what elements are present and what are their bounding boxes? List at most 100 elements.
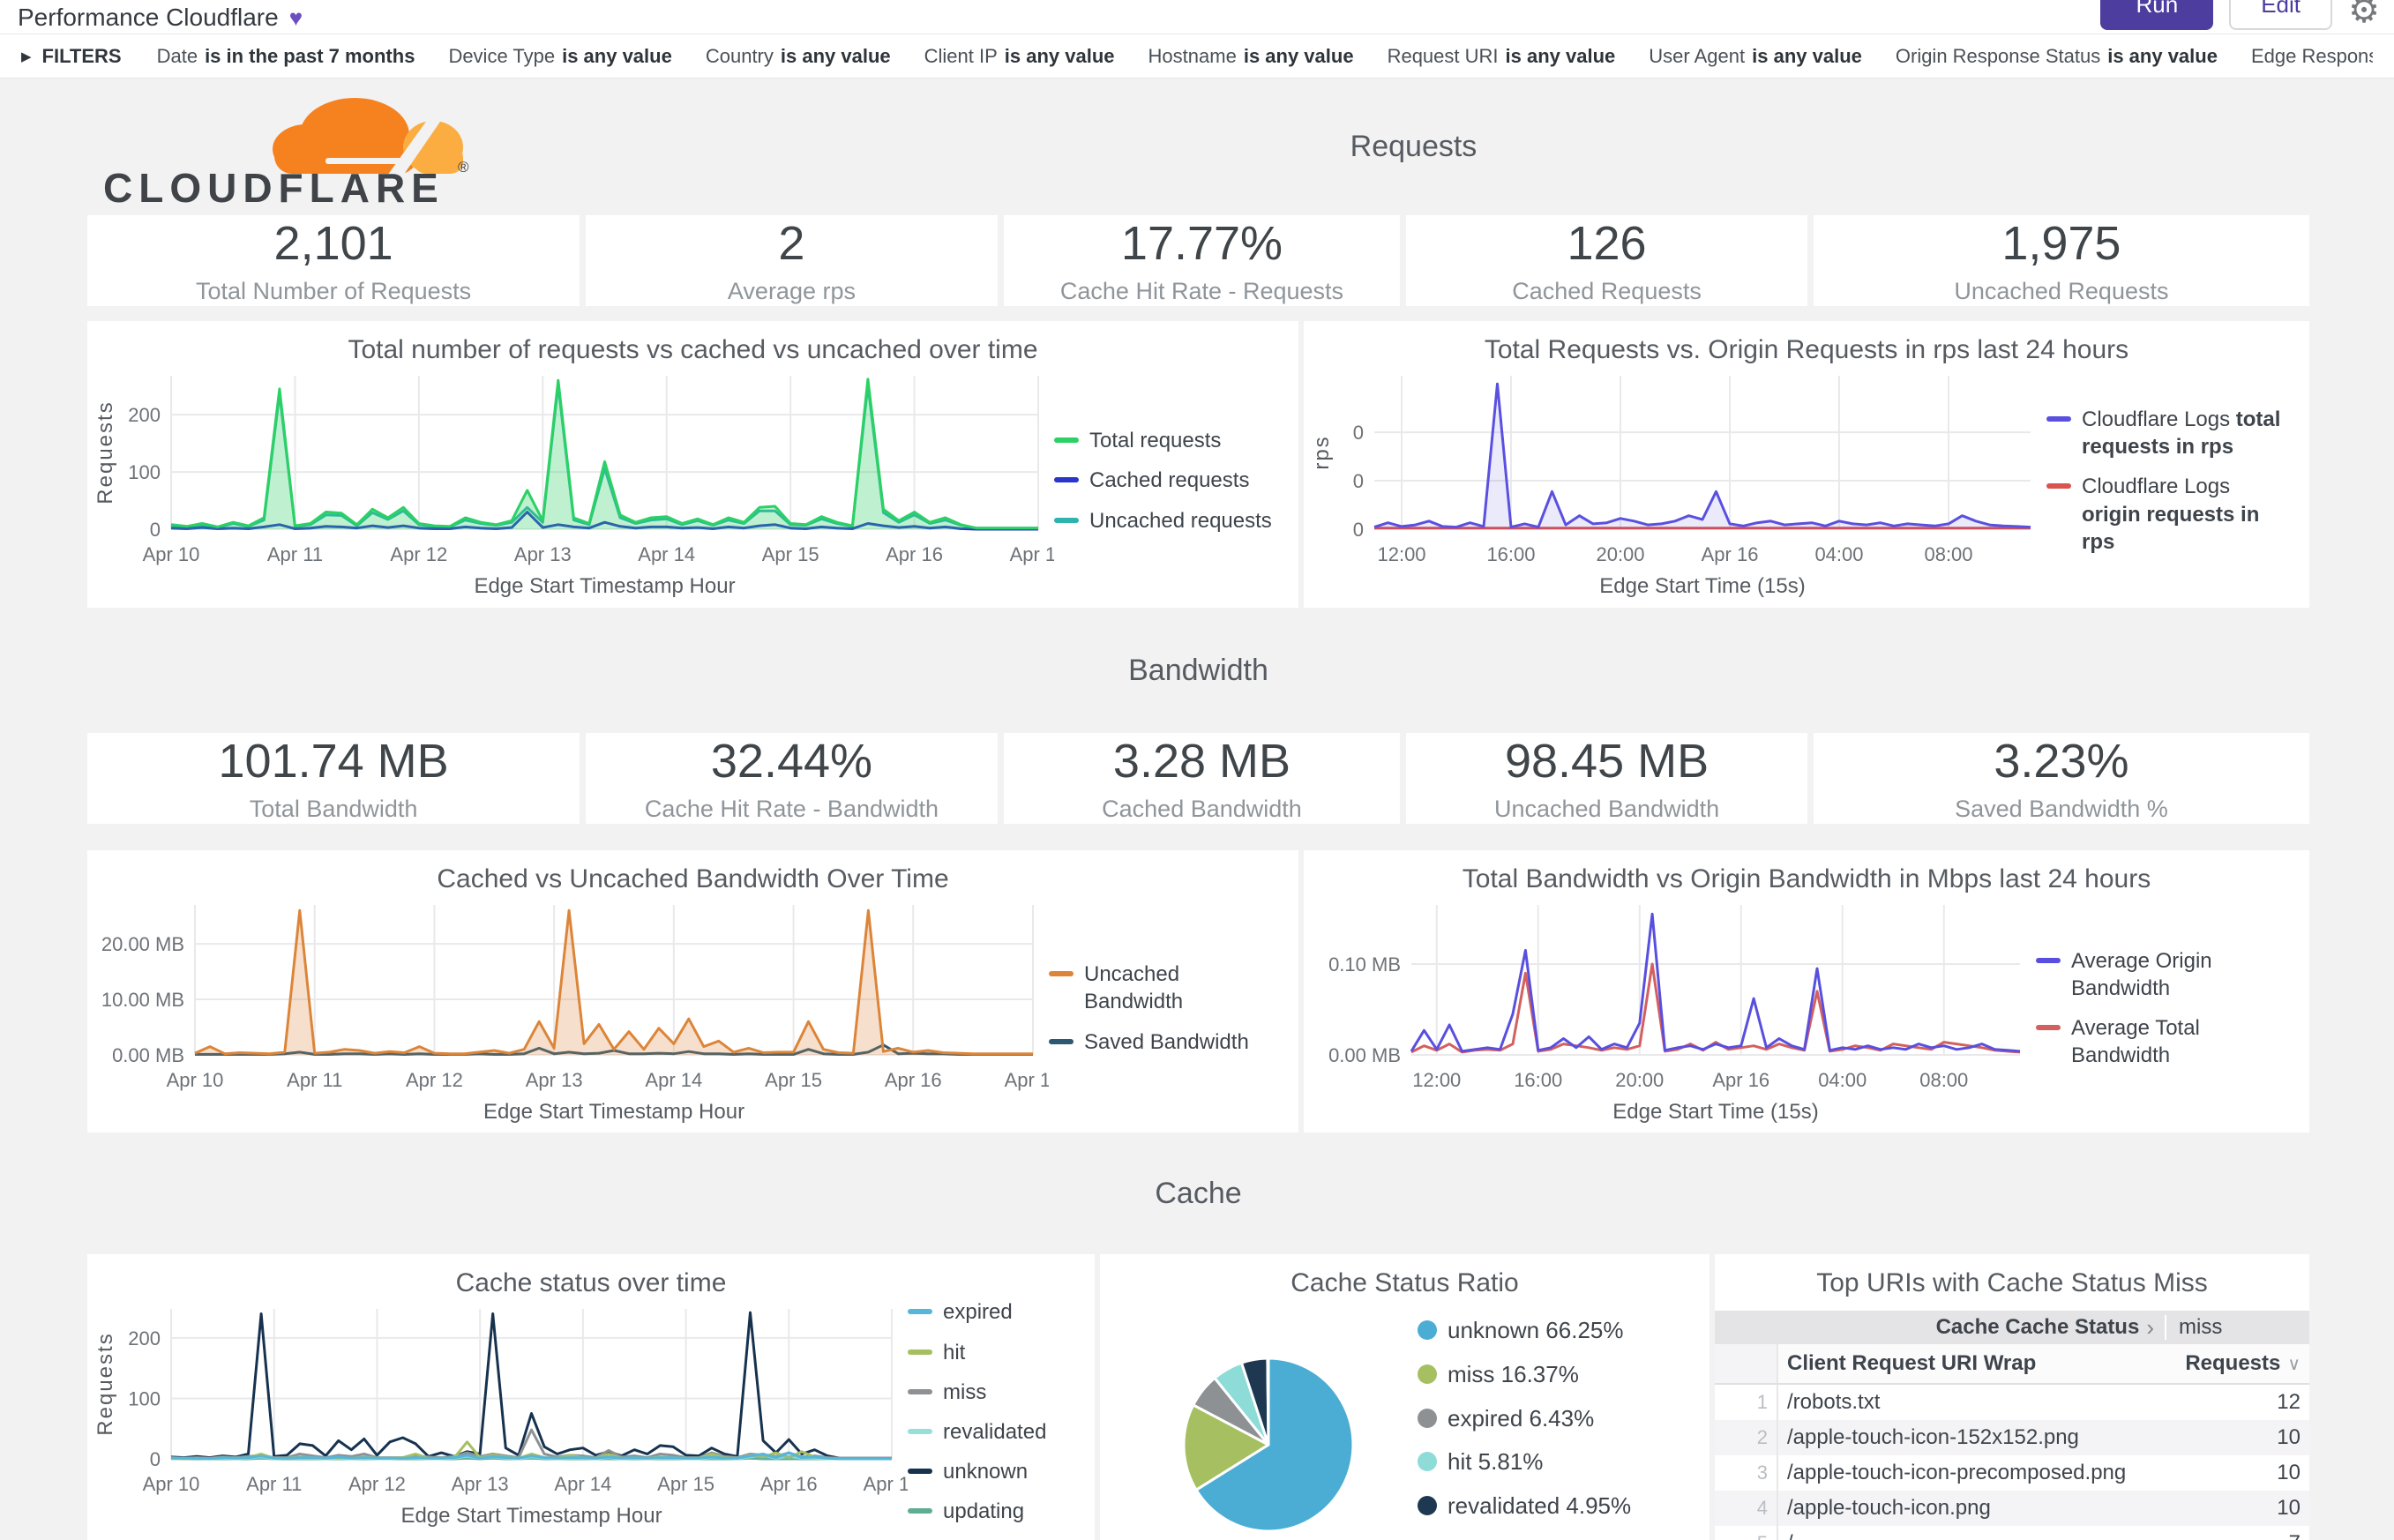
kpi-cache-hit-rate-bandwidth: 32.44% Cache Hit Rate - Bandwidth: [586, 733, 998, 824]
filter-item[interactable]: Client IP is any value: [924, 44, 1115, 67]
legend-item[interactable]: Average Origin Bandwidth: [2036, 947, 2281, 1002]
svg-text:Apr 12: Apr 12: [348, 1473, 406, 1495]
filter-item[interactable]: Hostname is any value: [1148, 44, 1354, 67]
legend-swatch-icon: [2046, 416, 2071, 422]
uri-cell[interactable]: /apple-touch-icon-precomposed.png: [1787, 1461, 2127, 1484]
filter-item[interactable]: Device Type is any value: [448, 44, 672, 67]
filter-item[interactable]: Origin Response Status is any value: [1895, 44, 2218, 67]
uri-cell[interactable]: /: [1777, 1526, 2161, 1540]
svg-text:Edge Start Timestamp Hour: Edge Start Timestamp Hour: [400, 1504, 662, 1528]
legend-item[interactable]: expired: [908, 1298, 1066, 1326]
legend-item[interactable]: revalidated 4.95%: [1418, 1491, 1631, 1521]
edit-button[interactable]: Edit: [2229, 0, 2332, 30]
requests-over-time-panel: Total number of requests vs cached vs un…: [87, 321, 1298, 608]
top-uris-panel: Top URIs with Cache Status Miss Cache Ca…: [1715, 1254, 2309, 1540]
cache-status-ratio-pie: [1182, 1357, 1355, 1533]
legend-item[interactable]: hit 5.81%: [1418, 1447, 1631, 1477]
filter-item[interactable]: Request URI is any value: [1387, 44, 1616, 67]
svg-text:Apr 13: Apr 13: [452, 1473, 509, 1495]
pivot-field-label[interactable]: Cache Cache Status ›: [1935, 1313, 2154, 1341]
column-header-uri[interactable]: Client Request URI Wrap: [1777, 1344, 2161, 1385]
legend-item[interactable]: Saved Bandwidth: [1049, 1028, 1280, 1056]
legend-item[interactable]: unknown: [908, 1458, 1066, 1485]
filters-expand-toggle[interactable]: ▶ FILTERS: [21, 45, 122, 68]
svg-text:0.00 MB: 0.00 MB: [1328, 1044, 1401, 1066]
svg-text:12:00: 12:00: [1377, 543, 1425, 565]
legend-item[interactable]: updating: [908, 1498, 1066, 1525]
cloudflare-logo: CLOUDFLARE ®: [87, 82, 518, 212]
filter-item[interactable]: User Agent is any value: [1649, 44, 1862, 67]
svg-text:Apr 10: Apr 10: [143, 543, 200, 565]
svg-text:100: 100: [128, 1387, 161, 1409]
pivot-value: miss: [2165, 1315, 2309, 1340]
legend-item[interactable]: unknown 66.25%: [1418, 1316, 1631, 1346]
legend-swatch-icon: [1418, 1496, 1437, 1516]
legend-item[interactable]: revalidated: [908, 1418, 1066, 1446]
svg-text:Apr 15: Apr 15: [762, 543, 819, 565]
legend-item[interactable]: Cloudflare Logs origin requests in rps: [2046, 473, 2283, 556]
bandwidth-24h-chart: 12:00 16:00 20:00 Apr 16 04:00 08:00 0.00 MB 0.…: [1328, 905, 2021, 1124]
chart-title: Cache Status Ratio: [1291, 1268, 1519, 1297]
cache-status-over-time-chart: Apr 10 Apr 11 Apr 12 Apr 13 Apr 14 Apr 15 Apr …: [94, 1309, 908, 1528]
svg-text:16:00: 16:00: [1486, 543, 1535, 565]
sort-desc-icon: ∨: [2287, 1355, 2300, 1374]
svg-text:20:00: 20:00: [1596, 543, 1644, 565]
cloudflare-logo-image: CLOUDFLARE ®: [103, 97, 469, 211]
run-button[interactable]: Run: [2100, 0, 2214, 30]
legend-swatch-icon: [908, 1349, 932, 1355]
kpi-saved-bandwidth-pct: 3.23% Saved Bandwidth %: [1813, 733, 2309, 824]
uri-cell[interactable]: /apple-touch-icon-152x152.png: [1787, 1425, 2079, 1449]
legend-item[interactable]: Uncached requests: [1054, 507, 1275, 535]
rps-24h-chart: 12:00 16:00 20:00 Apr 16 04:00 08:00 0 0 0 rps Edg…: [1310, 376, 2031, 598]
uri-cell[interactable]: /robots.txt: [1787, 1390, 1881, 1414]
svg-text:Apr 16: Apr 16: [1712, 1069, 1769, 1091]
uri-cell[interactable]: /apple-touch-icon.png: [1787, 1496, 1991, 1520]
requests-charts-row: Total number of requests vs cached vs un…: [87, 321, 2309, 608]
legend-swatch-icon: [908, 1309, 932, 1315]
svg-text:rps: rps: [1310, 435, 1334, 469]
requests-cell[interactable]: 12: [2277, 1390, 2300, 1414]
legend-item[interactable]: expired 6.43%: [1418, 1404, 1631, 1434]
filter-item[interactable]: Date is in the past 7 months: [156, 44, 415, 67]
legend-item[interactable]: Total requests: [1054, 427, 1275, 454]
column-header-requests[interactable]: Requests ∨: [2161, 1344, 2309, 1385]
requests-cell[interactable]: 7: [2161, 1526, 2309, 1540]
chevron-right-icon: ›: [2146, 1313, 2154, 1341]
legend-item[interactable]: updating 0.19%: [1418, 1536, 1631, 1540]
legend-swatch-icon: [1418, 1320, 1437, 1340]
bandwidth-kpi-row: 101.74 MB Total Bandwidth 32.44% Cache Hit…: [87, 733, 2309, 824]
svg-text:10.00 MB: 10.00 MB: [101, 989, 184, 1011]
svg-text:16:00: 16:00: [1514, 1069, 1562, 1091]
svg-text:04:00: 04:00: [1818, 1069, 1867, 1091]
svg-text:Apr 16: Apr 16: [1702, 543, 1759, 565]
legend-item[interactable]: miss 16.37%: [1418, 1360, 1631, 1390]
legend-swatch-icon: [1418, 1452, 1437, 1472]
bandwidth-over-time-chart: Apr 10 Apr 11 Apr 12 Apr 13 Apr 14 Apr 15 Apr …: [101, 905, 1049, 1124]
filters-label: FILTERS: [41, 44, 122, 67]
legend-item[interactable]: hit: [908, 1339, 1066, 1366]
legend-item[interactable]: Average Total Bandwidth: [2036, 1014, 2281, 1069]
legend-swatch-icon: [1054, 477, 1079, 483]
svg-text:Apr 14: Apr 14: [638, 543, 695, 565]
svg-text:Apr 10: Apr 10: [143, 1473, 200, 1495]
requests-cell[interactable]: 10: [2277, 1425, 2300, 1449]
legend-item[interactable]: Cloudflare Logs total requests in rps: [2046, 406, 2283, 460]
chart-title: Total Requests vs. Origin Requests in rp…: [1484, 335, 2129, 364]
svg-text:Apr 12: Apr 12: [406, 1069, 463, 1091]
section-heading-bandwidth: Bandwidth: [1128, 653, 1268, 687]
legend-item[interactable]: Cached requests: [1054, 467, 1275, 494]
legend-item[interactable]: Uncached Bandwidth: [1049, 961, 1280, 1015]
requests-cell[interactable]: 10: [2277, 1461, 2300, 1484]
filter-item[interactable]: Country is any value: [705, 44, 891, 67]
kpi-total-bandwidth: 101.74 MB Total Bandwidth: [87, 733, 580, 824]
caret-right-icon: ▶: [21, 49, 32, 64]
svg-text:Apr 16: Apr 16: [886, 543, 943, 565]
gear-icon[interactable]: ⚙: [2348, 0, 2380, 30]
legend-item[interactable]: miss: [908, 1379, 1066, 1406]
row-index: 3: [1715, 1455, 1778, 1491]
requests-cell[interactable]: 10: [2277, 1496, 2300, 1520]
svg-text:20.00 MB: 20.00 MB: [101, 933, 184, 955]
svg-text:Edge Start Timestamp Hour: Edge Start Timestamp Hour: [474, 574, 735, 598]
svg-text:Apr 12: Apr 12: [390, 543, 447, 565]
